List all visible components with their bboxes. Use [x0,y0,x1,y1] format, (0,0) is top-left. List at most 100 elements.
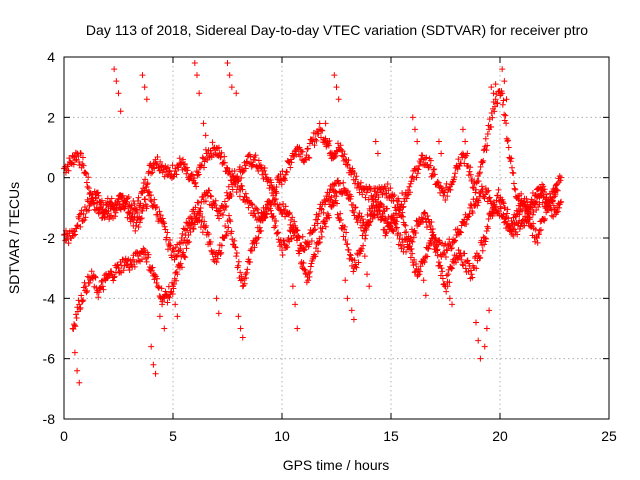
data-point [247,153,254,160]
data-point [276,177,283,184]
x-tick-labels: 0 5 10 15 20 25 [60,428,617,444]
data-point [225,183,232,190]
data-point [313,137,320,144]
data-point [278,241,285,248]
data-point [427,222,434,229]
data-point [110,277,117,284]
data-point [505,137,512,144]
data-point [443,180,450,187]
data-point [294,234,301,241]
data-point [161,220,168,227]
data-point [261,167,268,174]
data-point [492,96,499,103]
data-point [68,160,75,167]
data-point [448,244,455,251]
data-point [272,222,279,229]
data-point [322,120,329,127]
data-point [228,84,235,91]
data-point [387,185,394,192]
data-point [289,214,296,221]
data-point [442,253,449,260]
data-point [316,210,323,217]
data-point [429,235,436,241]
data-point [324,138,331,145]
data-point [86,279,93,286]
data-point [301,247,308,254]
data-point [354,219,361,226]
data-point [125,209,132,216]
data-point [469,209,476,216]
data-point [122,203,129,210]
data-point [231,176,238,183]
y-tick-labels: 4 2 0 -2 -4 -6 -8 [43,49,56,427]
data-point [177,260,184,267]
data-point [101,272,108,279]
data-point [349,207,356,214]
data-point [331,153,338,160]
data-point [540,183,547,190]
data-point [68,235,75,242]
data-point [304,145,311,152]
data-point [316,120,323,127]
data-point [482,238,489,245]
data-point [166,294,173,301]
data-point [201,218,208,225]
data-point [65,240,72,247]
data-point [161,173,168,180]
data-point [88,268,95,275]
data-point [271,196,278,203]
data-point [195,199,202,206]
data-point [533,207,540,214]
data-point [393,218,400,225]
data-point [410,234,417,241]
data-point [113,78,120,85]
data-point [275,229,282,236]
data-point [416,268,423,275]
data-point [379,213,386,220]
data-point [296,248,303,255]
data-point [306,155,313,162]
data-point [215,215,222,222]
data-point [303,240,310,247]
data-point [533,198,540,205]
data-point [344,161,351,168]
data-point [477,355,484,362]
data-point [511,185,518,192]
data-point [270,213,277,220]
data-point [337,142,344,149]
data-point [308,237,315,244]
data-point [98,278,105,285]
data-point [147,170,154,177]
data-point [336,180,343,187]
data-point [428,235,435,242]
data-point [139,256,146,263]
data-point [485,187,492,194]
data-point [172,167,179,174]
data-point [136,204,143,211]
data-point [307,263,314,270]
data-point [191,60,198,67]
data-point [79,217,86,224]
data-point [149,169,156,176]
data-point [485,215,492,222]
data-point [159,301,166,308]
data-point [548,212,555,219]
data-point [120,267,127,274]
data-point [209,139,216,146]
data-point [279,247,285,254]
data-point [338,190,345,197]
data-point [167,242,174,249]
data-point [329,198,336,205]
data-point [448,265,455,272]
data-point [316,239,323,246]
data-point [242,190,249,197]
data-point [135,224,142,231]
data-point [367,187,374,194]
data-point [147,192,154,199]
data-point [180,249,187,256]
data-point [482,135,489,142]
data-point [252,152,259,159]
data-point [282,203,289,210]
data-point [344,241,351,248]
data-point [299,233,306,240]
